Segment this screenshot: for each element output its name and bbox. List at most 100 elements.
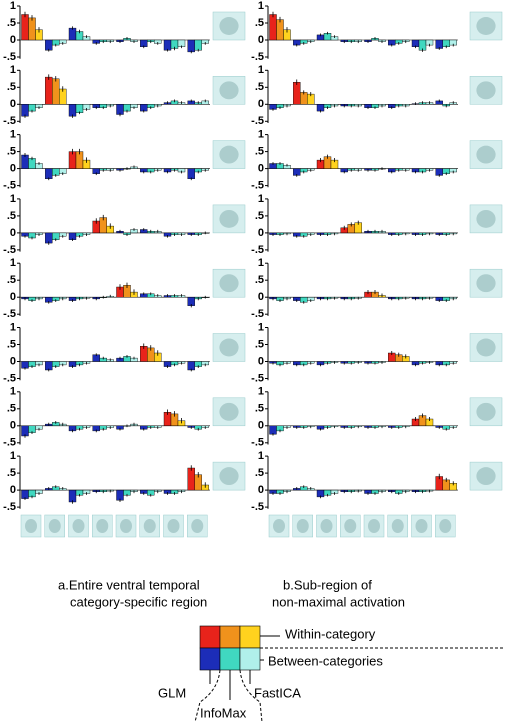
stimulus-shape bbox=[273, 518, 285, 534]
y-tick-label: -.5 bbox=[251, 180, 264, 192]
stimulus-shape bbox=[72, 518, 85, 534]
y-tick-label: .5 bbox=[255, 403, 264, 415]
y-tick-label: 1 bbox=[10, 193, 16, 205]
stimulus-shape bbox=[219, 17, 239, 35]
stimulus-shape bbox=[476, 402, 496, 421]
y-tick-label: 1 bbox=[258, 0, 264, 12]
stimulus-shape bbox=[120, 518, 132, 534]
y-tick-label: -.5 bbox=[251, 244, 264, 256]
bar bbox=[187, 467, 195, 491]
bar bbox=[269, 14, 277, 41]
stimulus-shape bbox=[320, 518, 333, 534]
y-tick-label: .5 bbox=[255, 338, 264, 350]
caption-a-2: category-specific region bbox=[70, 594, 207, 609]
y-tick-label: 1 bbox=[10, 386, 16, 398]
stimulus-shape bbox=[391, 518, 404, 534]
y-tick-label: .5 bbox=[255, 210, 264, 222]
legend-between-swatch bbox=[199, 647, 221, 671]
bar bbox=[276, 19, 284, 41]
stimulus-shape bbox=[415, 518, 428, 534]
stimulus-shape bbox=[476, 81, 496, 100]
caption-a-1: a.Entire ventral temporal bbox=[58, 577, 200, 592]
bar bbox=[45, 168, 53, 180]
y-tick-label: 1 bbox=[258, 450, 264, 462]
y-tick-label: -.5 bbox=[3, 115, 16, 127]
y-tick-label: 0 bbox=[10, 420, 16, 432]
stimulus-shape bbox=[219, 467, 239, 486]
bar bbox=[45, 39, 53, 51]
y-tick-label: 0 bbox=[258, 291, 264, 303]
stimulus-shape bbox=[219, 402, 239, 421]
y-tick-label: 0 bbox=[10, 484, 16, 496]
y-tick-label: 1 bbox=[258, 129, 264, 141]
legend-infomax: InfoMax bbox=[200, 705, 247, 720]
bar bbox=[21, 154, 29, 169]
y-tick-label: 1 bbox=[10, 64, 16, 76]
stimulus-shape bbox=[476, 338, 496, 357]
bar bbox=[45, 76, 53, 105]
y-tick-label: -.5 bbox=[251, 308, 264, 320]
y-tick-label: 0 bbox=[258, 227, 264, 239]
y-tick-label: 1 bbox=[258, 257, 264, 269]
stimulus-shape bbox=[219, 81, 239, 100]
bar bbox=[68, 104, 77, 117]
y-tick-label: 0 bbox=[10, 98, 16, 110]
stimulus-shape bbox=[219, 145, 239, 164]
y-tick-label: -.5 bbox=[251, 51, 264, 63]
y-tick-label: -.5 bbox=[251, 501, 264, 513]
y-tick-label: 0 bbox=[10, 355, 16, 367]
legend-lines bbox=[194, 635, 505, 723]
y-tick-label: .5 bbox=[7, 467, 16, 479]
y-tick-label: 1 bbox=[10, 321, 16, 333]
y-tick-label: 0 bbox=[10, 34, 16, 46]
stimulus-shape bbox=[96, 518, 109, 534]
y-tick-label: -.5 bbox=[251, 372, 264, 384]
stimulus-shape bbox=[143, 518, 156, 534]
stimulus-shape bbox=[476, 209, 496, 228]
bar bbox=[52, 78, 60, 105]
y-tick-label: .5 bbox=[7, 274, 16, 286]
y-tick-label: 1 bbox=[10, 129, 16, 141]
stimulus-shape bbox=[368, 518, 380, 534]
y-tick-label: 0 bbox=[258, 355, 264, 367]
y-tick-label: 1 bbox=[10, 257, 16, 269]
stimulus-shape bbox=[48, 518, 61, 534]
y-tick-label: .5 bbox=[255, 274, 264, 286]
y-tick-label: .5 bbox=[7, 81, 16, 93]
y-tick-label: -.5 bbox=[3, 501, 16, 513]
y-tick-label: .5 bbox=[255, 146, 264, 158]
y-tick-label: 1 bbox=[258, 64, 264, 76]
y-tick-label: -.5 bbox=[251, 115, 264, 127]
stimulus-shape bbox=[167, 518, 180, 534]
bar bbox=[293, 81, 301, 105]
caption-b-1: b.Sub-region of bbox=[283, 577, 372, 592]
y-tick-label: .5 bbox=[7, 403, 16, 415]
legend-between: Between-categories bbox=[268, 653, 383, 668]
y-tick-label: 0 bbox=[10, 291, 16, 303]
stimulus-image bbox=[212, 140, 246, 169]
y-tick-label: 0 bbox=[258, 163, 264, 175]
stimulus-shape bbox=[219, 274, 239, 293]
bar bbox=[187, 168, 195, 180]
stimulus-shape bbox=[476, 17, 496, 35]
stimulus-shape bbox=[476, 145, 496, 164]
stimulus-shape bbox=[191, 518, 204, 534]
y-tick-label: -.5 bbox=[3, 51, 16, 63]
bar bbox=[28, 17, 36, 41]
y-tick-label: 1 bbox=[258, 386, 264, 398]
legend-glm: GLM bbox=[158, 685, 186, 700]
legend-within-swatch bbox=[219, 625, 241, 649]
legend-within-swatch bbox=[199, 625, 221, 649]
y-tick-label: 1 bbox=[10, 0, 16, 12]
y-tick-label: 0 bbox=[10, 227, 16, 239]
bar bbox=[163, 39, 172, 51]
stimulus-shape bbox=[296, 518, 309, 534]
legend-fastica: FastICA bbox=[254, 685, 301, 700]
legend-within: Within-category bbox=[285, 626, 376, 641]
y-tick-label: 0 bbox=[258, 420, 264, 432]
y-tick-label: .5 bbox=[7, 17, 16, 29]
stimulus-shape bbox=[219, 338, 239, 357]
bar bbox=[21, 104, 29, 117]
y-tick-label: .5 bbox=[255, 17, 264, 29]
